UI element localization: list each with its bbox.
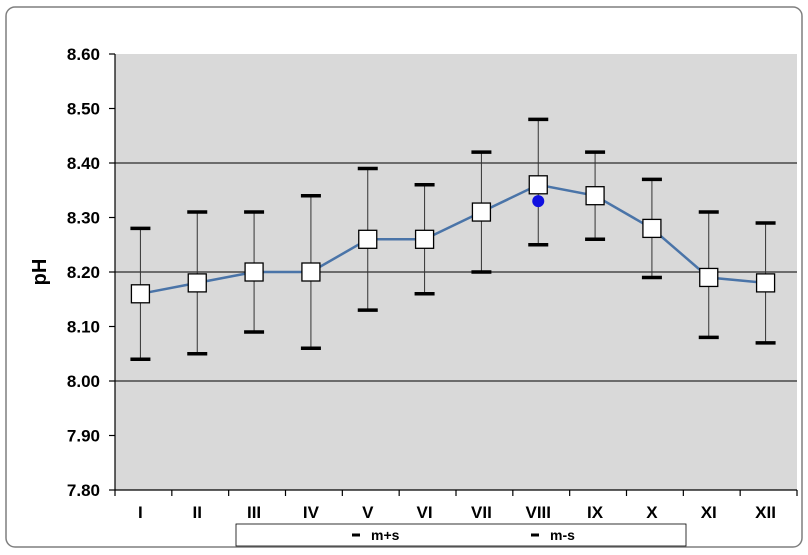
mean-marker — [414, 229, 435, 249]
x-tick-label: I — [138, 503, 143, 522]
legend-label-upper: m+s — [371, 527, 400, 543]
gridlines — [115, 162, 797, 382]
mean-marker — [699, 267, 719, 288]
x-tick-label: VIII — [525, 503, 551, 522]
x-tick-label: VII — [471, 503, 492, 522]
x-tick-label: III — [247, 503, 261, 522]
x-tick-label: X — [646, 503, 658, 522]
error-bars — [130, 117, 776, 361]
x-axis: I II III IV V VI VII VIII IX X XI XII — [114, 489, 798, 522]
y-tick-label: 8.10 — [67, 318, 100, 337]
y-tick-label: 8.30 — [67, 209, 100, 228]
y-tick-label: 7.80 — [67, 481, 100, 500]
extra-point-dot — [532, 195, 545, 208]
mean-marker — [358, 229, 378, 249]
y-tick-label: 8.60 — [67, 45, 100, 64]
y-tick-label: 8.20 — [67, 263, 100, 282]
y-tick-label: 7.90 — [67, 427, 100, 446]
x-tick-label: IV — [303, 503, 320, 522]
x-tick-label: XI — [701, 503, 717, 522]
y-tick-label: 8.00 — [67, 372, 100, 391]
y-axis: 7.80 7.90 8.00 8.10 8.20 8.30 8.40 8.50 8.60 — [67, 45, 116, 500]
x-tick-label: VI — [417, 503, 433, 522]
legend: m+s m-s — [235, 523, 687, 547]
x-tick-label: XII — [755, 503, 776, 522]
mean-marker — [130, 284, 151, 304]
x-tick-label: II — [193, 503, 202, 522]
x-tick-label: V — [362, 503, 374, 522]
mean-marker — [585, 186, 605, 206]
y-tick-label: 8.40 — [67, 154, 100, 173]
y-axis-label: pH — [29, 259, 51, 286]
mean-marker — [471, 202, 492, 222]
legend-box — [235, 523, 687, 547]
legend-label-lower: m-s — [550, 527, 575, 543]
mean-marker — [301, 262, 321, 282]
mean-marker — [187, 273, 207, 293]
mean-markers — [130, 175, 776, 304]
extra-points — [532, 195, 545, 208]
y-tick-label: 8.50 — [67, 100, 100, 119]
x-tick-label: IX — [587, 503, 604, 522]
mean-marker — [244, 262, 264, 282]
mean-marker — [755, 273, 776, 293]
mean-marker — [642, 218, 662, 239]
mean-marker — [528, 175, 548, 195]
